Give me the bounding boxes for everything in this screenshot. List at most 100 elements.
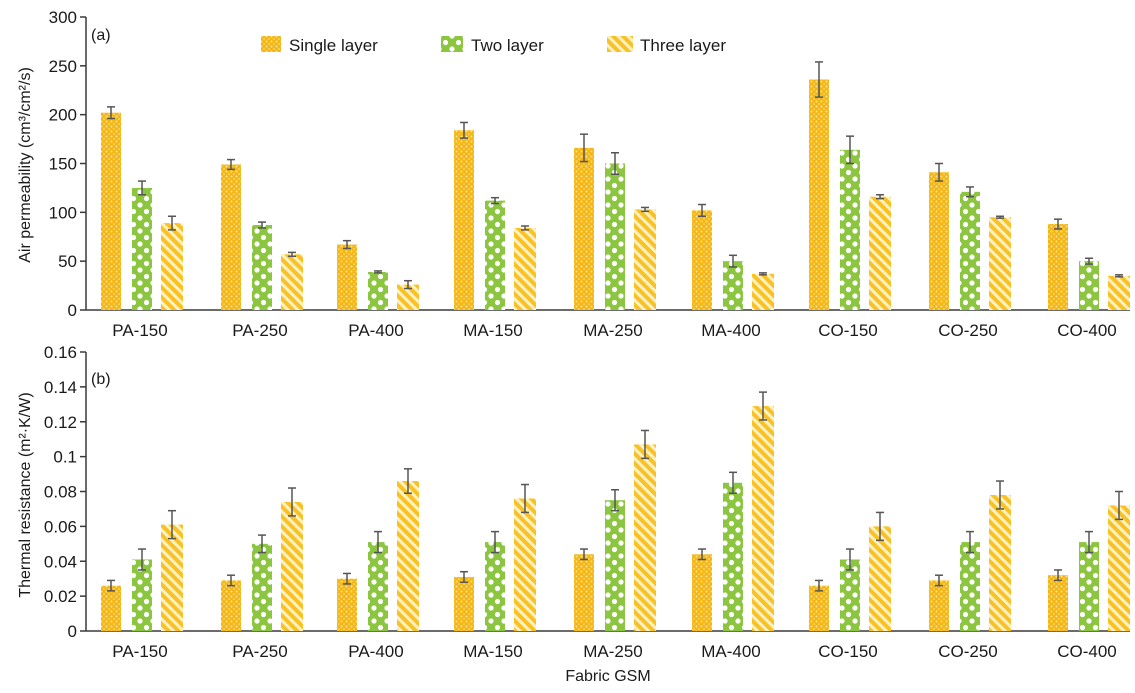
y-tick-label: 250 xyxy=(49,57,77,76)
error-bar xyxy=(343,239,351,250)
error-bar xyxy=(759,391,767,421)
y-tick-label: 0.16 xyxy=(44,343,77,362)
error-bar xyxy=(996,480,1004,510)
bar-single-pa-400 xyxy=(337,244,357,310)
bar-single-ma-400 xyxy=(692,554,712,631)
legend-swatch-single xyxy=(261,36,281,52)
error-bar xyxy=(288,487,296,517)
bar-two-ma-250 xyxy=(605,163,625,310)
y-tick-label: 0.12 xyxy=(44,413,77,432)
bar-single-pa-400 xyxy=(337,578,357,631)
legend-item-two: Two layer xyxy=(441,36,544,55)
bar-single-ma-250 xyxy=(574,147,594,310)
bar-two-co-400 xyxy=(1079,542,1099,631)
legend-label-three: Three layer xyxy=(640,36,726,55)
panel-a-y-axis-label: Air permeability (cm³/cm²/s) xyxy=(17,67,34,263)
error-bar xyxy=(698,203,706,217)
legend: Single layer Two layer Three layer xyxy=(261,36,726,55)
bar-single-co-150 xyxy=(809,585,829,631)
y-tick-label: 200 xyxy=(49,106,77,125)
bar-two-pa-150 xyxy=(132,559,152,631)
error-bar xyxy=(1115,490,1123,521)
panel-b-y-axis-label: Thermal resistance (m²·K/W) xyxy=(17,392,34,597)
error-bar xyxy=(1054,218,1062,230)
category-label: CO-150 xyxy=(818,642,878,661)
error-bar xyxy=(258,534,266,554)
error-bar xyxy=(138,548,146,571)
bar-two-co-400 xyxy=(1079,261,1099,310)
bar-three-ma-150 xyxy=(514,227,536,310)
bar-three-pa-150 xyxy=(161,223,183,310)
category-label: CO-400 xyxy=(1057,642,1117,661)
bar-two-pa-400 xyxy=(368,271,388,310)
bar-three-ma-150 xyxy=(514,498,536,631)
legend-item-three: Three layer xyxy=(607,36,726,55)
category-label: PA-150 xyxy=(112,642,167,661)
y-tick-label: 0.06 xyxy=(44,517,77,536)
y-tick-label: 0.1 xyxy=(53,448,77,467)
error-bar xyxy=(374,530,382,554)
error-bar xyxy=(168,215,176,231)
y-tick-label: 300 xyxy=(49,8,77,27)
y-tick-label: 0.08 xyxy=(44,483,77,502)
legend-label-single: Single layer xyxy=(289,36,378,55)
bar-three-ma-250 xyxy=(634,444,656,631)
bar-two-ma-400 xyxy=(723,261,743,310)
category-label: CO-400 xyxy=(1057,321,1117,340)
bar-single-pa-150 xyxy=(101,112,121,310)
category-label: PA-400 xyxy=(348,642,403,661)
panel-b: (b) Thermal resistance (m²·K/W) Fabric G… xyxy=(17,343,1130,685)
error-bar xyxy=(611,489,619,512)
category-label: PA-250 xyxy=(232,642,287,661)
bar-three-pa-250 xyxy=(281,254,303,310)
bar-three-pa-150 xyxy=(161,524,183,631)
bar-single-ma-250 xyxy=(574,554,594,631)
bar-two-co-150 xyxy=(840,149,860,310)
error-bar xyxy=(168,509,176,540)
bar-single-co-150 xyxy=(809,79,829,310)
error-bar xyxy=(138,180,146,196)
error-bar xyxy=(288,251,296,258)
y-tick-label: 0 xyxy=(68,622,77,641)
error-bar xyxy=(729,471,737,494)
y-tick-label: 0.14 xyxy=(44,378,77,397)
error-bar xyxy=(1085,530,1093,554)
y-tick-label: 0.04 xyxy=(44,552,77,571)
panel-b-y-ticks: 0 0.02 0.04 0.06 0.08 0.1 0.12 0.14 0.16 xyxy=(44,343,86,641)
panel-b-label: (b) xyxy=(91,371,111,388)
error-bar xyxy=(1115,274,1123,278)
bar-three-pa-400 xyxy=(397,284,419,310)
error-bar xyxy=(966,186,974,198)
bar-two-co-150 xyxy=(840,559,860,631)
bar-three-co-250 xyxy=(989,217,1011,310)
error-bar xyxy=(935,162,943,182)
error-bar xyxy=(227,158,235,171)
legend-item-single: Single layer xyxy=(261,36,378,55)
error-bar xyxy=(580,548,588,561)
panel-a-bars xyxy=(101,61,1130,310)
bar-three-co-150 xyxy=(869,196,891,310)
error-bar xyxy=(759,272,767,276)
bar-two-ma-150 xyxy=(485,542,505,631)
y-tick-label: 150 xyxy=(49,155,77,174)
bar-two-pa-400 xyxy=(368,542,388,631)
error-bar xyxy=(227,574,235,587)
error-bar xyxy=(521,225,529,231)
error-bar xyxy=(846,548,854,571)
y-tick-label: 100 xyxy=(49,203,77,222)
error-bar xyxy=(258,221,266,229)
bar-three-pa-400 xyxy=(397,481,419,631)
error-bar xyxy=(815,61,823,98)
error-bar xyxy=(491,530,499,554)
error-bar xyxy=(641,429,649,460)
error-bar xyxy=(1054,569,1062,582)
category-label: PA-150 xyxy=(112,321,167,340)
panel-a-label: (a) xyxy=(91,27,111,44)
panel-b-bars xyxy=(101,391,1130,631)
bar-three-pa-250 xyxy=(281,501,303,631)
legend-swatch-three xyxy=(607,36,633,52)
bar-single-ma-400 xyxy=(692,210,712,310)
error-bar xyxy=(580,133,588,163)
panel-b-categories: PA-150 PA-250 PA-400 MA-150 MA-250 MA-400 CO-1… xyxy=(112,642,1116,661)
